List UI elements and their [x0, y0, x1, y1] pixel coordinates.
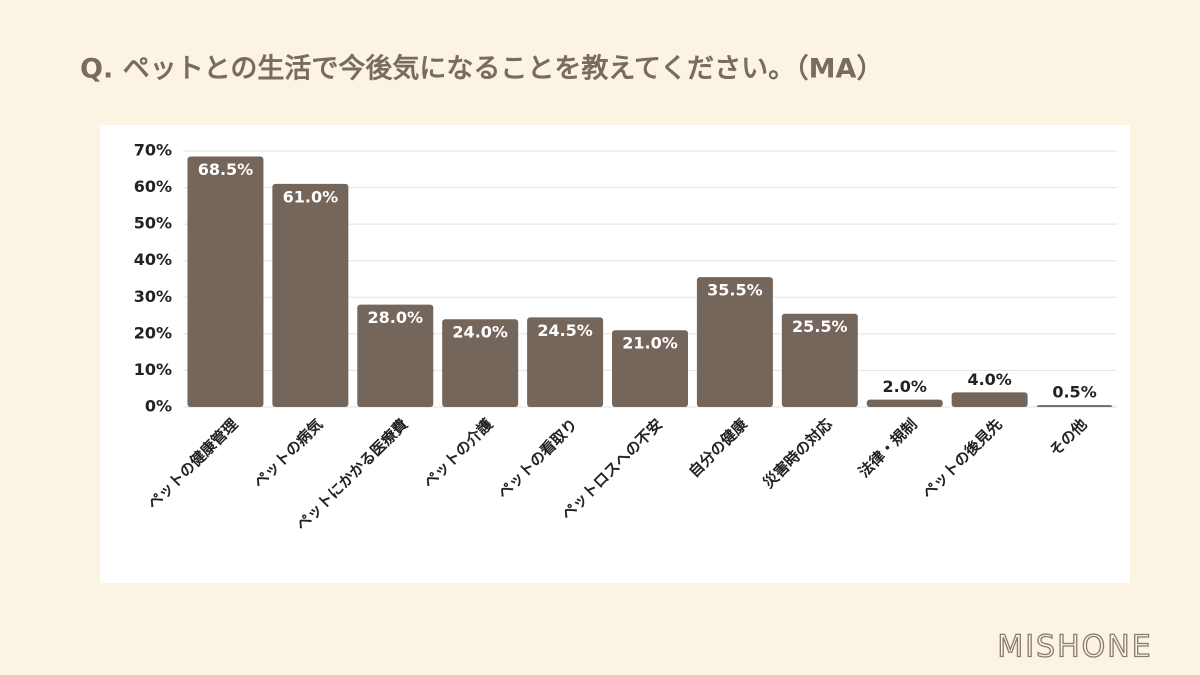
- data-label: 24.0%: [452, 323, 508, 342]
- bar: [357, 304, 434, 407]
- bar: [272, 183, 349, 407]
- y-tick-label: 30%: [134, 287, 172, 306]
- data-label: 35.5%: [707, 281, 763, 300]
- data-label: 61.0%: [283, 187, 339, 206]
- bar: [612, 330, 688, 407]
- bar: [866, 399, 943, 407]
- y-tick-label: 10%: [134, 360, 172, 379]
- logo: MISHONE: [997, 630, 1152, 665]
- bar: [187, 156, 264, 407]
- y-tick-label: 50%: [134, 214, 172, 233]
- y-tick-label: 40%: [134, 250, 172, 269]
- y-tick-label: 70%: [134, 141, 172, 160]
- data-label: 25.5%: [792, 317, 848, 336]
- bar: [442, 319, 519, 407]
- data-label: 0.5%: [1052, 383, 1096, 402]
- y-tick-label: 60%: [134, 177, 172, 196]
- data-label: 68.5%: [198, 160, 254, 179]
- data-label: 28.0%: [368, 308, 424, 327]
- bar: [696, 277, 773, 407]
- data-label: 24.5%: [537, 321, 593, 340]
- bar: [781, 313, 858, 407]
- y-tick-label: 0%: [145, 397, 172, 416]
- data-label: 2.0%: [883, 377, 927, 396]
- bar: [1036, 405, 1113, 407]
- y-tick-label: 20%: [134, 323, 172, 342]
- bar: [527, 317, 604, 407]
- data-label: 4.0%: [967, 370, 1011, 389]
- data-label: 21.0%: [622, 334, 678, 353]
- chart-title: Q. ペットとの生活で今後気になることを教えてください。（MA）: [80, 53, 883, 85]
- bar: [951, 392, 1028, 407]
